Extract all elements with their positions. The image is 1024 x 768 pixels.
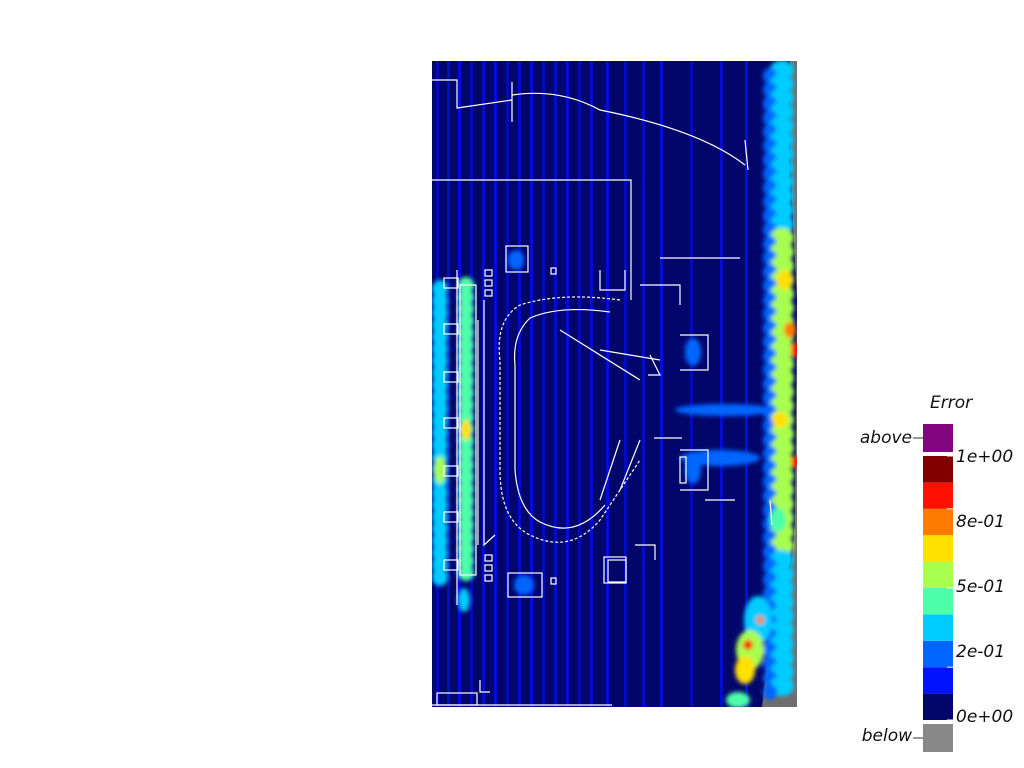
error-hotspot	[458, 445, 474, 461]
error-hotspot	[743, 640, 753, 650]
error-hotspot	[777, 270, 793, 290]
error-streak	[745, 61, 748, 707]
error-streak	[518, 61, 521, 707]
error-hotspot	[756, 616, 764, 624]
geometry-outlines	[432, 79, 773, 706]
error-streak	[530, 61, 533, 707]
error-hotspot	[458, 457, 474, 473]
colorbar-bin	[923, 588, 953, 615]
colorbar-tick-label: 0e+00	[956, 707, 1014, 727]
error-hotspot	[458, 505, 474, 521]
error-hotspot	[458, 541, 474, 557]
error-hotspot	[458, 433, 474, 449]
error-streak	[660, 61, 663, 707]
error-streak	[590, 61, 593, 707]
error-hotspot	[791, 342, 797, 358]
error-hotspot	[763, 684, 777, 700]
error-hotspot	[458, 337, 474, 353]
error-streak	[606, 61, 609, 707]
error-hotspot	[508, 250, 524, 270]
error-hotspot	[458, 529, 474, 545]
colorbar-bin	[923, 535, 953, 562]
error-hotspot	[458, 553, 474, 569]
error-hotspot	[458, 349, 474, 365]
error-streak	[494, 61, 497, 707]
colorbar	[923, 424, 953, 752]
colorbar-tick-label: 8e-01	[956, 512, 1006, 532]
colorbar-bin	[923, 561, 953, 588]
error-hotspot	[458, 469, 474, 485]
error-hotspot	[458, 517, 474, 533]
error-hotspot	[680, 450, 760, 466]
colorbar-tick-label: 2e-01	[956, 642, 1006, 662]
error-hotspot	[726, 692, 750, 707]
error-hotspot	[458, 588, 470, 612]
error-hotspot	[458, 409, 474, 425]
colorbar-bin	[923, 614, 953, 641]
error-hotspot	[458, 373, 474, 389]
error-hotspot	[770, 508, 786, 532]
error-hotspot	[458, 325, 474, 341]
error-hotspot	[461, 420, 471, 440]
colorbar-bin	[923, 456, 953, 483]
error-streak	[447, 61, 450, 707]
colorbar-tick-label: 5e-01	[956, 577, 1006, 597]
error-streak	[624, 61, 627, 707]
error-hotspot	[791, 456, 797, 468]
error-hotspot	[458, 493, 474, 509]
error-streak	[642, 61, 645, 707]
error-hotspot	[784, 322, 796, 338]
error-hotspot	[458, 361, 474, 377]
error-hotspot	[514, 575, 534, 595]
colorbar-tick-label: 1e+00	[956, 447, 1014, 467]
above-label: above	[859, 428, 912, 448]
error-hotspot	[458, 385, 474, 401]
error-hotspot	[458, 481, 474, 497]
error-hotspot	[458, 289, 474, 305]
error-hotspot	[685, 456, 701, 484]
colorbar-bin	[923, 482, 953, 509]
error-streak	[506, 61, 509, 707]
error-streak	[690, 61, 693, 707]
error-streak	[566, 61, 569, 707]
error-hotspot	[458, 301, 474, 317]
below-label: below	[861, 726, 912, 746]
colorbar-bin	[923, 667, 953, 694]
error-hotspot	[735, 656, 755, 684]
colorbar-below-swatch	[923, 724, 953, 752]
error-hotspot	[685, 338, 701, 366]
error-hotspot	[675, 404, 775, 416]
field-background	[432, 61, 797, 707]
error-streak	[578, 61, 581, 707]
error-hotspots	[432, 61, 797, 707]
error-streak	[542, 61, 545, 707]
error-hotspot	[458, 565, 474, 581]
colorbar-ticks	[913, 437, 953, 739]
colorbar-above-swatch	[923, 424, 953, 452]
error-hotspot	[772, 412, 788, 428]
error-streak	[554, 61, 557, 707]
error-hotspot	[432, 568, 448, 586]
colorbar-bin	[923, 640, 953, 668]
error-hotspot	[434, 456, 446, 484]
colorbar-bin	[923, 508, 953, 536]
error-hotspot	[458, 397, 474, 413]
colorbar-bin	[923, 693, 953, 720]
error-hotspot	[458, 313, 474, 329]
error-streak	[720, 61, 723, 707]
colorbar-title: Error	[930, 393, 973, 413]
